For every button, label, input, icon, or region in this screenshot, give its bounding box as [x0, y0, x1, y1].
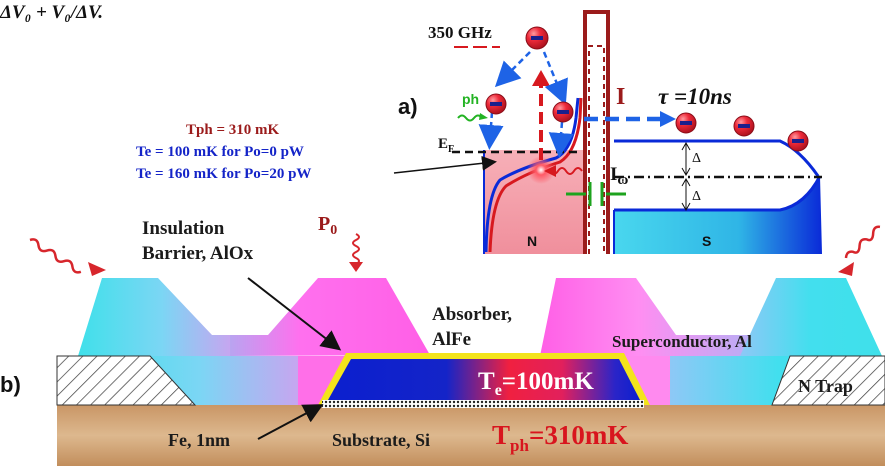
relax-arrow-4 [548, 121, 574, 158]
delta-upper-arrows [681, 141, 691, 177]
tau-label: τ =10ns [658, 84, 732, 109]
right-photon-arrowhead [838, 262, 854, 276]
electron [525, 26, 549, 50]
panel-a-label: a) [398, 94, 418, 119]
absorber-label-line1: Absorber, [432, 304, 512, 325]
insulation-leader-arrow [247, 277, 342, 351]
fermi-level-label: EF [438, 136, 454, 155]
relax-arrow-2 [542, 51, 568, 106]
delta-lower-arrows [681, 177, 691, 212]
n-region-label: N [527, 233, 537, 249]
electron [485, 93, 507, 115]
s-lower-gap-edge [614, 175, 822, 212]
excitation-arrowhead [532, 70, 550, 86]
tph-legend: Tph = 310 mK [186, 122, 279, 138]
relax-arrow-1 [494, 51, 531, 88]
electron [675, 112, 697, 134]
fe-layer [322, 400, 644, 408]
i-omega-arrowhead [544, 165, 556, 177]
tph-label: Tph=310mK [492, 420, 628, 455]
te-zero-legend: Te = 100 mK for Po=0 pW [136, 144, 304, 160]
tunneling-arrowhead [660, 111, 676, 127]
legend-leader-arrow [393, 155, 497, 174]
electron [733, 115, 755, 137]
delta-upper-label: Δ [692, 151, 701, 166]
i-omega-label: Iω [610, 164, 628, 188]
p0-arrowhead [349, 262, 363, 272]
p0-photon-wave [352, 233, 360, 265]
right-magenta-layer [540, 278, 760, 356]
s-upper-gap-edge [614, 139, 820, 177]
electron [552, 101, 574, 123]
delta-lower-label: Δ [692, 189, 701, 204]
device-cross-section: Insulation Barrier, AlOx P0 Absorber, Al… [0, 213, 885, 466]
relax-arrow-3 [478, 111, 504, 150]
current-label: I [616, 84, 625, 110]
n-trap-label: N Trap [798, 376, 853, 396]
left-n-trap [56, 355, 197, 406]
insulation-label-line2: Barrier, AlOx [142, 243, 254, 264]
phonon-label: ph [462, 91, 479, 107]
superconductor-label: Superconductor, Al [612, 332, 752, 351]
absorber-label-line2: AlFe [432, 329, 471, 350]
fe-leader-arrow [257, 404, 324, 440]
header-fragment: ΔV₀ + V₀/ΔV. [0, 2, 103, 23]
energy-band-diagram: Δ Δ [136, 10, 822, 254]
right-n-trap [771, 355, 885, 406]
substrate-si [57, 405, 885, 466]
left-photon-wave [29, 238, 82, 274]
barrier-inner-dashed [588, 45, 605, 254]
right-superconductor-pad [740, 278, 882, 356]
substrate-label: Substrate, Si [332, 430, 430, 450]
s-region-label: S [702, 233, 711, 249]
electron [787, 130, 809, 152]
left-superconductor-pad [78, 278, 230, 356]
phonon-wave [457, 114, 483, 122]
fe-label: Fe, 1nm [168, 430, 230, 450]
panel-b-label: b) [0, 372, 21, 397]
left-photon-arrowhead [88, 262, 106, 276]
te-label: Te=100mK [478, 368, 594, 399]
te-twenty-legend: Te = 160 mK for Po=20 pW [136, 166, 311, 182]
hole-glow [527, 156, 555, 184]
left-magenta-layer [230, 278, 430, 356]
absorber-alfe [328, 359, 640, 400]
p0-label: P0 [318, 213, 337, 238]
insulation-label-line1: Insulation [142, 218, 225, 239]
right-photon-wave [844, 225, 881, 259]
s-superconductor-region [614, 176, 822, 254]
phonon-arrowhead [479, 113, 488, 120]
frequency-label: 350 GHz [428, 23, 492, 42]
